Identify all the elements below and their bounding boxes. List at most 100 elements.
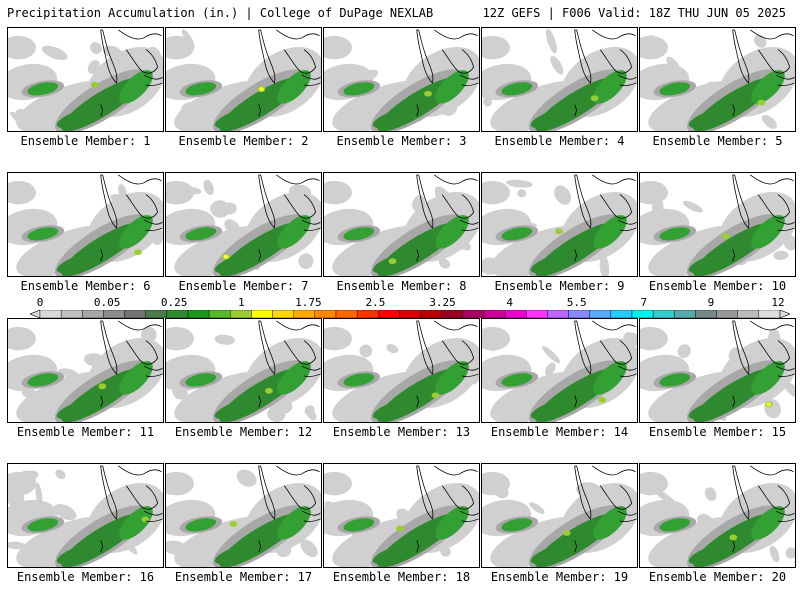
ensemble-member-label: Ensemble Member: 14 xyxy=(490,425,629,439)
precipitation-map xyxy=(165,463,322,568)
header: Precipitation Accumulation (in.) | Colle… xyxy=(0,0,800,26)
colorbar-swatch xyxy=(335,310,358,318)
ensemble-member-label: Ensemble Member: 1 xyxy=(20,134,151,148)
colorbar-swatch xyxy=(716,310,738,318)
ensemble-member-panel: Ensemble Member: 19 xyxy=(481,463,638,584)
colorbar-min-arrow xyxy=(30,310,41,318)
ensemble-member-label: Ensemble Member: 11 xyxy=(16,425,155,439)
colorbar-tick-label: 1 xyxy=(237,296,245,309)
model-valid-time: 12Z GEFS | F006 Valid: 18Z THU JUN 05 20… xyxy=(482,6,786,20)
ensemble-member-label: Ensemble Member: 8 xyxy=(336,279,467,293)
ensemble-member-panel: Ensemble Member: 7 xyxy=(165,172,322,293)
colorbar-swatch xyxy=(462,310,485,318)
colorbar-max-arrow xyxy=(779,310,790,318)
precipitation-map xyxy=(481,318,638,423)
ensemble-member-panel: Ensemble Member: 5 xyxy=(639,27,796,148)
precipitation-map xyxy=(481,463,638,568)
ensemble-member-panel: Ensemble Member: 9 xyxy=(481,172,638,293)
precipitation-map xyxy=(323,27,480,132)
precipitation-map xyxy=(165,318,322,423)
precipitation-map xyxy=(639,318,796,423)
ensemble-member-label: Ensemble Member: 3 xyxy=(336,134,467,148)
colorbar-swatch xyxy=(610,310,633,318)
colorbar-swatch xyxy=(483,310,506,318)
precipitation-map xyxy=(165,172,322,277)
ensemble-member-label: Ensemble Member: 18 xyxy=(332,570,471,584)
ensemble-member-panel: Ensemble Member: 1 xyxy=(7,27,164,148)
ensemble-member-label: Ensemble Member: 9 xyxy=(494,279,625,293)
map-title: Precipitation Accumulation (in.) | Colle… xyxy=(7,6,434,20)
ensemble-member-panel: Ensemble Member: 20 xyxy=(639,463,796,584)
colorbar-swatch xyxy=(251,310,273,318)
colorbar-swatch xyxy=(652,310,675,318)
colorbar-tick-label: 0.05 xyxy=(93,296,121,309)
ensemble-member-label: Ensemble Member: 2 xyxy=(178,134,309,148)
colorbar-swatch xyxy=(674,310,696,318)
colorbar-tick-label: 3.25 xyxy=(429,296,456,309)
precipitation-map xyxy=(323,318,480,423)
ensemble-member-label: Ensemble Member: 13 xyxy=(332,425,471,439)
colorbar-tick-label: 0 xyxy=(36,296,44,309)
colorbar-tick-label: 2.5 xyxy=(365,296,386,309)
precipitation-map xyxy=(165,27,322,132)
ensemble-member-panel: Ensemble Member: 4 xyxy=(481,27,638,148)
ensemble-member-label: Ensemble Member: 10 xyxy=(648,279,787,293)
precipitation-map xyxy=(7,27,164,132)
colorbar-swatch xyxy=(589,310,612,318)
ensemble-member-label: Ensemble Member: 16 xyxy=(16,570,155,584)
colorbar-swatch xyxy=(230,310,252,318)
precipitation-map xyxy=(481,172,638,277)
ensemble-member-panel: Ensemble Member: 16 xyxy=(7,463,164,584)
ensemble-member-panel: Ensemble Member: 6 xyxy=(7,172,164,293)
colorbar-swatch xyxy=(166,310,189,318)
precipitation-map xyxy=(7,463,164,568)
colorbar-swatch xyxy=(441,310,464,318)
colorbar-swatch xyxy=(378,310,400,318)
colorbar-swatch xyxy=(399,310,421,318)
precipitation-map xyxy=(639,463,796,568)
colorbar-scale xyxy=(30,310,790,318)
colorbar-swatch xyxy=(695,310,717,318)
ensemble-member-label: Ensemble Member: 7 xyxy=(178,279,309,293)
colorbar-swatch xyxy=(82,310,104,318)
precipitation-map xyxy=(7,172,164,277)
colorbar-swatch xyxy=(547,310,569,318)
colorbar-tick-label: 5.5 xyxy=(566,296,587,309)
colorbar-swatch xyxy=(526,310,548,318)
colorbar-swatch xyxy=(272,310,294,318)
colorbar-swatch xyxy=(737,310,760,318)
colorbar-swatch xyxy=(39,310,62,318)
colorbar-swatch xyxy=(420,310,442,318)
colorbar-swatch xyxy=(314,310,337,318)
ensemble-member-panel: Ensemble Member: 11 xyxy=(7,318,164,439)
ensemble-member-label: Ensemble Member: 20 xyxy=(648,570,787,584)
colorbar-tick-label: 12 xyxy=(771,296,785,309)
ensemble-member-panel: Ensemble Member: 3 xyxy=(323,27,480,148)
precipitation-map xyxy=(639,172,796,277)
colorbar-swatch xyxy=(568,310,590,318)
ensemble-member-label: Ensemble Member: 6 xyxy=(20,279,151,293)
colorbar-swatch xyxy=(124,310,146,318)
ensemble-member-label: Ensemble Member: 4 xyxy=(494,134,625,148)
colorbar-tick-label: 4 xyxy=(506,296,513,309)
ensemble-member-panel: Ensemble Member: 18 xyxy=(323,463,480,584)
precipitation-map xyxy=(481,27,638,132)
colorbar-swatch xyxy=(356,310,379,318)
precipitation-map xyxy=(323,172,480,277)
ensemble-member-panel: Ensemble Member: 8 xyxy=(323,172,480,293)
ensemble-member-panel: Ensemble Member: 14 xyxy=(481,318,638,439)
ensemble-member-label: Ensemble Member: 12 xyxy=(174,425,313,439)
ensemble-member-panel: Ensemble Member: 2 xyxy=(165,27,322,148)
colorbar-tick-label: 7 xyxy=(640,296,648,309)
colorbar-swatch xyxy=(758,310,781,318)
colorbar-tick-label: 0.25 xyxy=(160,296,188,309)
ensemble-member-panel: Ensemble Member: 13 xyxy=(323,318,480,439)
ensemble-member-label: Ensemble Member: 5 xyxy=(652,134,783,148)
ensemble-member-label: Ensemble Member: 15 xyxy=(648,425,787,439)
precipitation-map xyxy=(639,27,796,132)
ensemble-member-panel: Ensemble Member: 10 xyxy=(639,172,796,293)
colorbar-swatch xyxy=(293,310,316,318)
ensemble-member-panel: Ensemble Member: 15 xyxy=(639,318,796,439)
ensemble-member-label: Ensemble Member: 19 xyxy=(490,570,629,584)
colorbar-swatch xyxy=(145,310,168,318)
